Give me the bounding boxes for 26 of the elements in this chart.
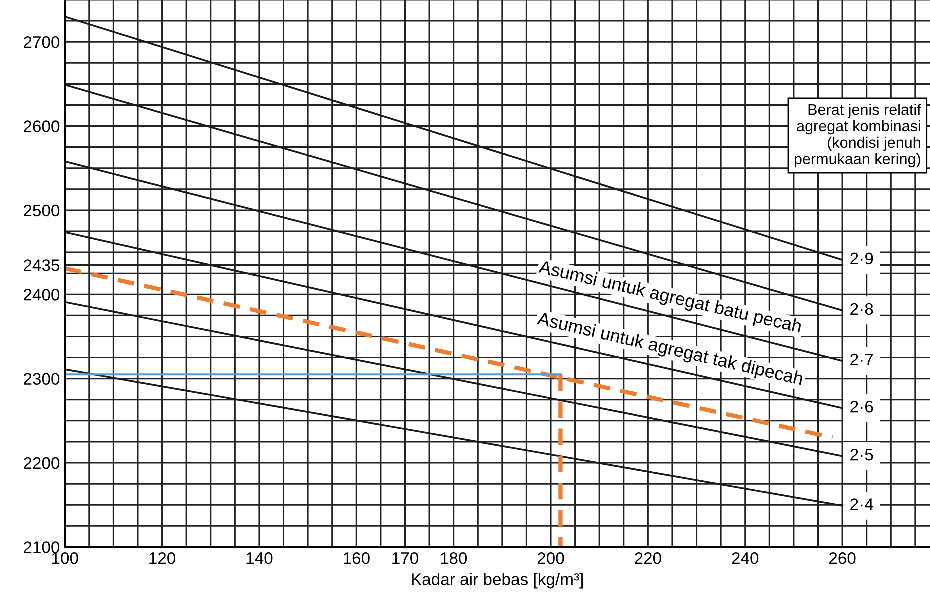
x-tick-label: 120 xyxy=(150,552,176,564)
series-label: 2·9 xyxy=(850,252,874,265)
series-label: 2·8 xyxy=(850,303,874,316)
series-label: 2·6 xyxy=(850,400,874,413)
y-tick-label: 2700 xyxy=(24,36,60,48)
x-axis-title: Kadar air bebas [kg/m³] xyxy=(412,573,583,589)
x-tick-label: 220 xyxy=(635,552,662,564)
y-tick-label: 2400 xyxy=(24,289,60,301)
x-tick-label: 170 xyxy=(392,552,418,564)
x-tick-label: 160 xyxy=(344,552,370,564)
series-label: 2·5 xyxy=(850,448,874,461)
x-tick-label: 260 xyxy=(829,552,856,564)
y-tick-label: 2435 xyxy=(24,260,60,272)
y-tick-label: 2100 xyxy=(24,542,60,554)
y-tick-label: 2500 xyxy=(24,204,60,217)
x-tick-label: 200 xyxy=(538,552,564,564)
y-tick-label: 2200 xyxy=(24,457,60,470)
y-tick-label: 2600 xyxy=(24,120,60,132)
x-tick-label: 100 xyxy=(52,552,78,564)
x-tick-label: 240 xyxy=(732,552,759,564)
y-tick-label: 2300 xyxy=(24,373,60,386)
x-tick-label: 180 xyxy=(441,552,468,564)
series-label: 2·7 xyxy=(850,354,874,366)
x-tick-label: 140 xyxy=(246,552,273,564)
series-label: 2·4 xyxy=(850,498,874,510)
annotation: Berat jenis relatif agregat kombinasi (kondisi jenuh permukaan kering) xyxy=(794,104,922,168)
